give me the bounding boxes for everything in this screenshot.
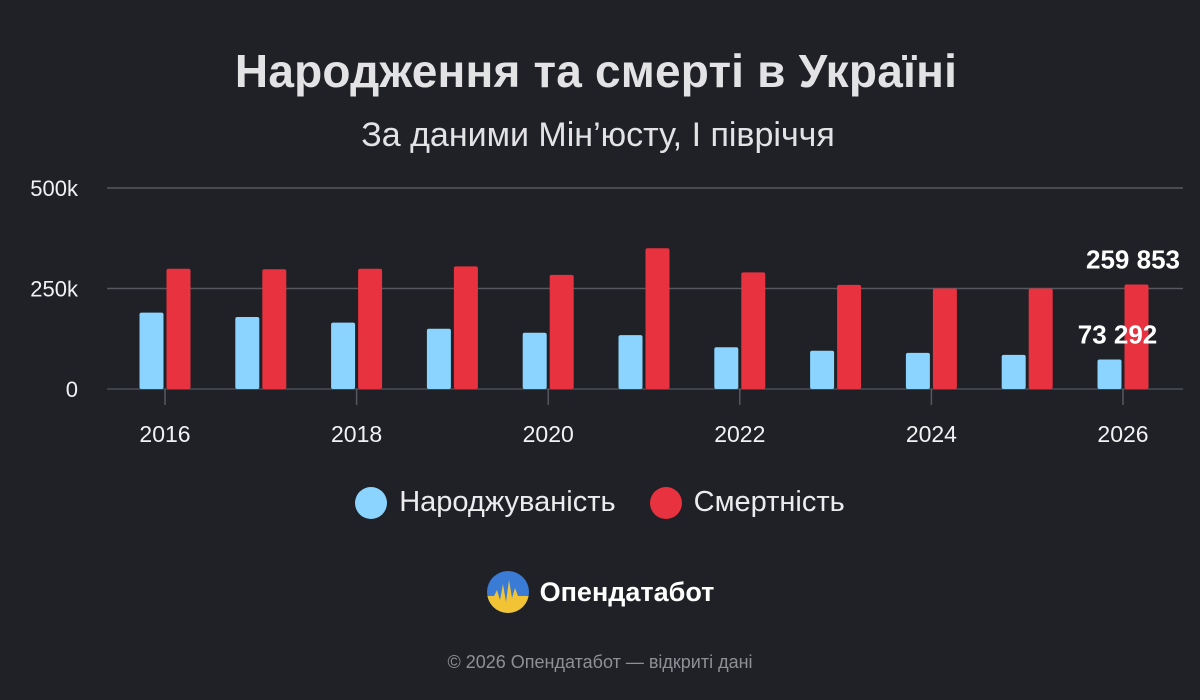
births-bar bbox=[139, 312, 164, 389]
light-blue-circle-icon bbox=[355, 486, 388, 519]
deaths-data-label: 259 853 bbox=[1086, 245, 1180, 275]
x-tick-label: 2026 bbox=[1097, 421, 1148, 447]
deaths-bar bbox=[166, 268, 191, 389]
births-bar bbox=[810, 350, 835, 389]
births-bar bbox=[905, 352, 930, 389]
data-labels: 73 292 259 853 bbox=[1078, 245, 1180, 350]
deaths-bar bbox=[262, 269, 287, 389]
births-bar bbox=[426, 328, 451, 389]
y-axis-ticks: 0 250k 500k bbox=[30, 176, 79, 402]
deaths-bar bbox=[1124, 284, 1149, 389]
chart-legend: Народжуваність Смертність bbox=[0, 486, 1200, 519]
grid-lines bbox=[107, 187, 1183, 390]
bar-chart: 0 250k 500k 2016 2018 2020 2022 2024 2026 73 29… bbox=[30, 176, 1183, 447]
deaths-bar bbox=[645, 248, 670, 389]
deaths-bar bbox=[932, 288, 957, 389]
y-tick-label: 0 bbox=[66, 377, 78, 402]
opendatabot-logo-icon bbox=[486, 570, 530, 614]
bar-series bbox=[139, 248, 1149, 389]
y-tick-label: 250k bbox=[30, 277, 79, 302]
x-axis-ticks: 2016 2018 2020 2022 2024 2026 bbox=[139, 389, 1149, 447]
births-bar bbox=[331, 322, 356, 389]
footer-text: © 2026 Опендатабот — відкриті дані bbox=[447, 652, 753, 672]
deaths-bar bbox=[741, 272, 766, 389]
x-tick-label: 2022 bbox=[714, 421, 765, 447]
brand-name: Опендатабот bbox=[539, 576, 715, 607]
births-bar bbox=[618, 335, 643, 389]
deaths-bar bbox=[549, 274, 574, 389]
deaths-bar bbox=[453, 266, 478, 389]
births-bar bbox=[1097, 359, 1122, 389]
red-circle-icon bbox=[649, 486, 682, 519]
legend-item-births[interactable]: Народжуваність bbox=[355, 486, 616, 519]
deaths-bar bbox=[358, 268, 383, 389]
x-tick-label: 2018 bbox=[331, 421, 382, 447]
legend-item-deaths[interactable]: Смертність bbox=[649, 486, 845, 519]
births-bar bbox=[714, 347, 739, 389]
births-bar bbox=[1001, 354, 1026, 389]
births-bar bbox=[235, 317, 260, 389]
x-tick-label: 2020 bbox=[523, 421, 574, 447]
x-tick-label: 2024 bbox=[906, 421, 957, 447]
deaths-bar bbox=[837, 284, 862, 389]
chart-title: Народження та смерті в Україні bbox=[234, 45, 958, 97]
deaths-bar bbox=[1028, 288, 1053, 389]
x-tick-label: 2016 bbox=[139, 421, 190, 447]
legend-label-deaths: Смертність bbox=[693, 486, 845, 518]
y-tick-label: 500k bbox=[30, 176, 79, 201]
chart-subtitle: За даними Мін’юсту, І півріччя bbox=[361, 116, 835, 154]
legend-label-births: Народжуваність bbox=[399, 486, 616, 518]
births-bar bbox=[522, 332, 547, 389]
births-data-label: 73 292 bbox=[1078, 320, 1158, 350]
brand: Опендатабот bbox=[0, 570, 1200, 614]
